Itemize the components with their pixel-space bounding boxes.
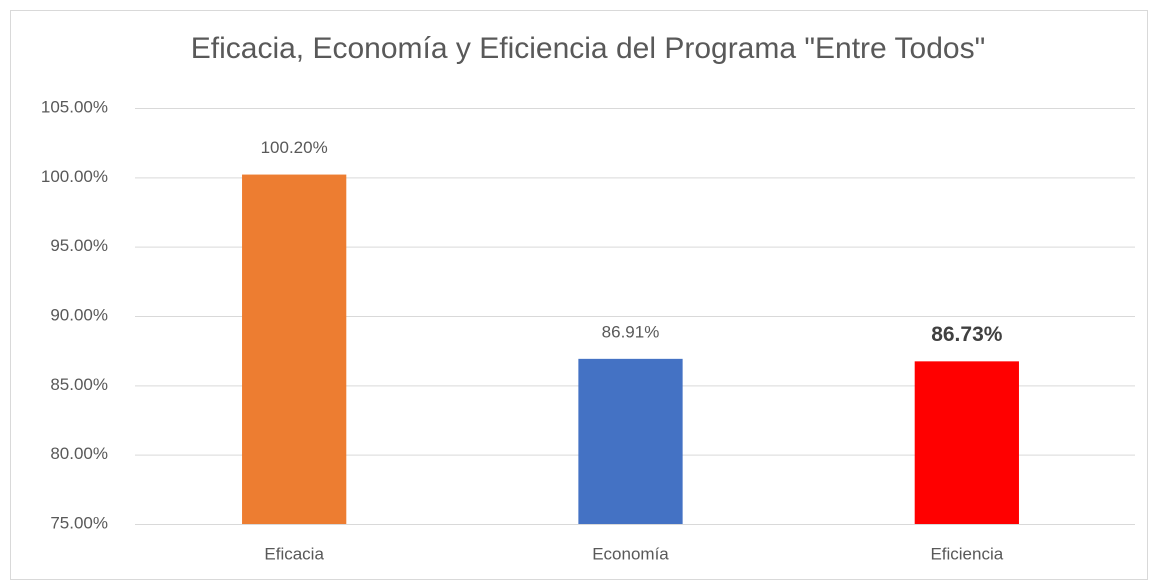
x-tick-label: Economía — [592, 544, 669, 563]
y-tick-label: 80.00% — [50, 444, 108, 463]
y-tick-label: 95.00% — [50, 236, 108, 255]
y-tick-label: 85.00% — [50, 375, 108, 394]
x-tick-label: Eficacia — [264, 544, 324, 563]
bar — [578, 358, 683, 524]
value-label: 86.73% — [931, 323, 1003, 346]
value-label: 100.20% — [261, 138, 328, 157]
chart-title: Eficacia, Economía y Eficiencia del Prog… — [191, 32, 985, 65]
bar — [242, 174, 347, 524]
bar — [914, 361, 1019, 524]
value-label: 86.91% — [602, 322, 660, 341]
y-tick-label: 100.00% — [41, 167, 108, 186]
y-tick-label: 105.00% — [41, 97, 108, 116]
x-tick-label: Eficiencia — [930, 544, 1003, 563]
y-tick-label: 90.00% — [50, 305, 108, 324]
y-tick-label: 75.00% — [50, 513, 108, 532]
